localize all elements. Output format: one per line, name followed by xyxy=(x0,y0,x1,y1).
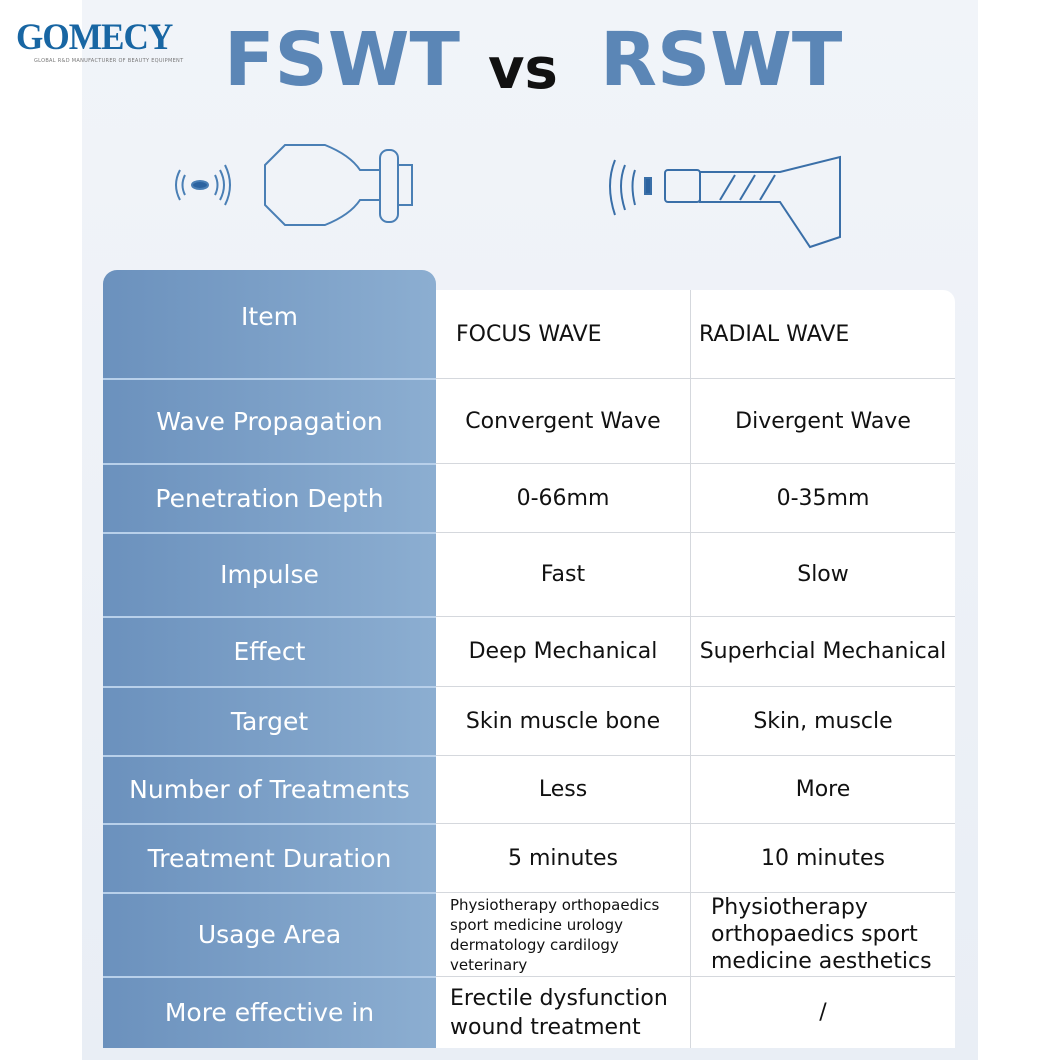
row-5-focus: Less xyxy=(436,755,691,823)
row-8-focus: Erectile dysfunction wound treatment xyxy=(436,976,691,1048)
row-0-radial: Divergent Wave xyxy=(691,378,955,463)
row-1-focus: 0-66mm xyxy=(436,463,691,532)
row-3-focus: Deep Mechanical xyxy=(436,616,691,686)
row-7-item: Usage Area xyxy=(103,892,436,976)
row-4-item: Target xyxy=(103,686,436,755)
item-column-bg xyxy=(103,270,436,1048)
title-vs: vs xyxy=(488,37,558,102)
title-rswt: RSWT xyxy=(600,17,843,103)
row-4-radial: Skin, muscle xyxy=(691,686,955,755)
header-item: Item xyxy=(241,302,298,331)
row-8-radial: / xyxy=(691,976,955,1048)
radial-handpiece-icon xyxy=(609,155,841,249)
row-7-focus: Physiotherapy orthopaedics sport medicin… xyxy=(436,892,691,976)
row-1-radial: 0-35mm xyxy=(691,463,955,532)
row-0-item: Wave Propagation xyxy=(103,378,436,463)
focus-handpiece-icon xyxy=(175,144,413,226)
row-2-radial: Slow xyxy=(691,532,955,616)
values-bg xyxy=(436,290,955,1048)
row-7-radial: Physiotherapy orthopaedics sport medicin… xyxy=(691,892,955,976)
row-4-focus: Skin muscle bone xyxy=(436,686,691,755)
row-6-item: Treatment Duration xyxy=(103,823,436,892)
row-2-focus: Fast xyxy=(436,532,691,616)
row-5-radial: More xyxy=(691,755,955,823)
row-0-focus: Convergent Wave xyxy=(436,378,691,463)
row-8-item: More effective in xyxy=(103,976,436,1048)
row-5-item: Number of Treatments xyxy=(103,755,436,823)
logo: GOMECY GLOBAL R&D MANUFACTURER OF BEAUTY… xyxy=(16,17,184,65)
header-focus: FOCUS WAVE xyxy=(436,290,691,378)
row-3-radial: Superhcial Mechanical xyxy=(691,616,955,686)
row-1-item: Penetration Depth xyxy=(103,463,436,532)
row-2-item: Impulse xyxy=(103,532,436,616)
row-6-focus: 5 minutes xyxy=(436,823,691,892)
row-6-radial: 10 minutes xyxy=(691,823,955,892)
title-fswt: FSWT xyxy=(224,17,460,103)
header-radial: RADIAL WAVE xyxy=(699,321,850,347)
row-3-item: Effect xyxy=(103,616,436,686)
